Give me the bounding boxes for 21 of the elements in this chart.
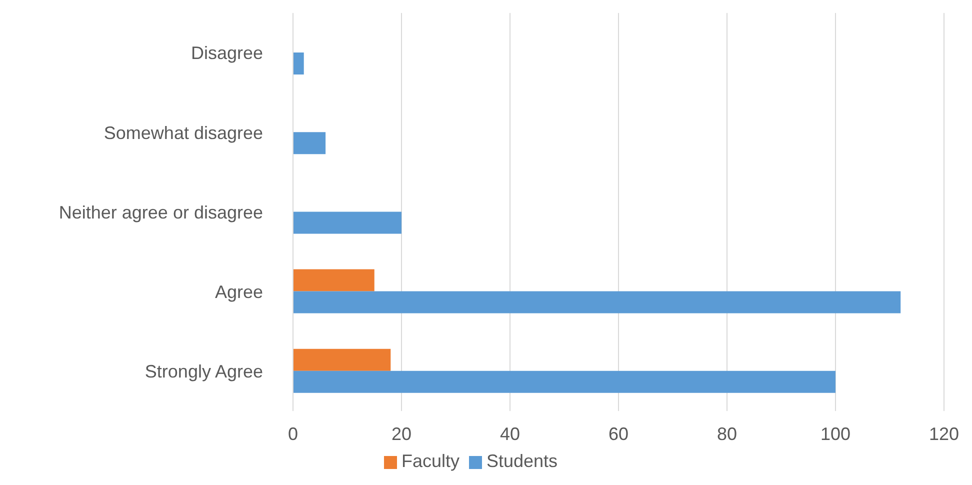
bar bbox=[293, 291, 901, 314]
bar bbox=[293, 269, 374, 292]
x-tick-label: 120 bbox=[928, 424, 960, 444]
y-tick-label: Disagree bbox=[190, 43, 263, 64]
bar bbox=[293, 212, 402, 234]
x-tick-label: 0 bbox=[288, 424, 298, 444]
bar bbox=[293, 132, 326, 154]
y-tick-label: Agree bbox=[214, 282, 263, 302]
legend-label: Students bbox=[486, 451, 558, 471]
x-tick-label: 60 bbox=[608, 424, 629, 444]
x-tick-label: 80 bbox=[716, 424, 738, 444]
bar bbox=[293, 52, 304, 75]
y-tick-label: Neither agree or disagree bbox=[58, 202, 263, 222]
x-tick-label: 100 bbox=[820, 424, 851, 444]
bar bbox=[293, 348, 391, 371]
x-tick-label: 20 bbox=[391, 424, 412, 444]
legend-label: Faculty bbox=[401, 451, 460, 471]
y-tick-label: Somewhat disagree bbox=[104, 122, 263, 143]
x-tick-label: 40 bbox=[500, 424, 520, 444]
bar bbox=[293, 370, 836, 393]
y-tick-label: Strongly Agree bbox=[144, 362, 263, 382]
